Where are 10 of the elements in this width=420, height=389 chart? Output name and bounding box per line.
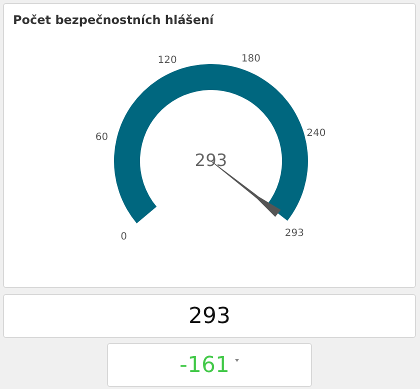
text: 293	[194, 151, 228, 171]
text: 120	[158, 55, 177, 66]
text: 180	[241, 53, 260, 64]
text: 293	[3, 294, 416, 338]
text: 240	[306, 128, 326, 139]
text: 293	[284, 228, 304, 240]
text: -161	[180, 352, 230, 378]
chart-title: Počet bezpečnostních hlášení	[13, 13, 214, 27]
text: 0	[120, 231, 127, 242]
text: 60	[95, 132, 108, 143]
